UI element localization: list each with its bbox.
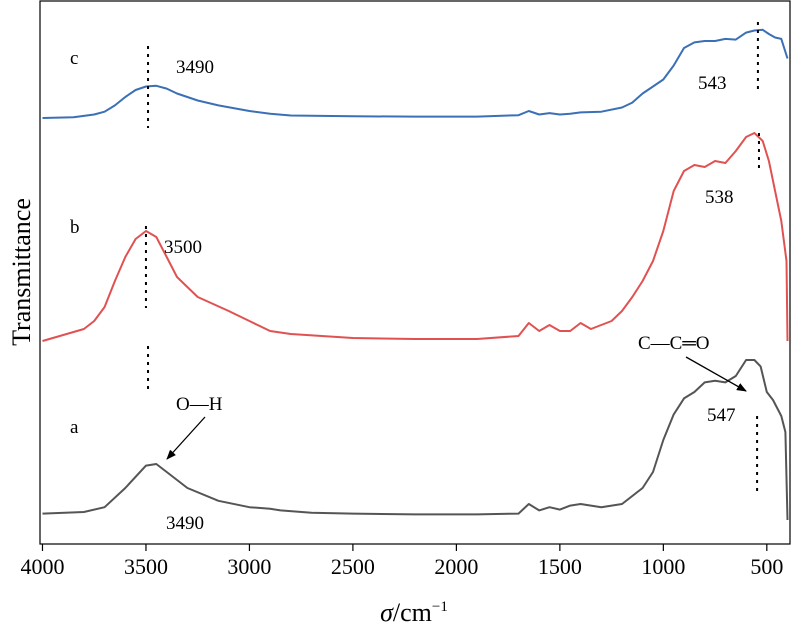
peak-label-a-3490: 3490 — [166, 513, 204, 534]
series-tag-b: b — [70, 217, 80, 238]
series-line-a — [42, 359, 789, 521]
peak-label-b-3500: 3500 — [164, 237, 202, 258]
series-line-c — [42, 28, 789, 119]
peak-label-a-547: 547 — [707, 405, 736, 426]
x-tick-label-4000: 4000 — [20, 554, 64, 579]
x-axis-title: σ/cm−1 — [380, 598, 448, 627]
peak-label-c-543: 543 — [698, 73, 727, 94]
x-tick-label-1000: 1000 — [641, 554, 685, 579]
y-axis-title: Transmittance — [7, 198, 36, 346]
peak-label-c-3490: 3490 — [176, 57, 214, 78]
x-axis-ticks: 4000 3500 3000 2500 2000 1500 1000 500 — [20, 544, 783, 579]
x-tick-label-500: 500 — [750, 554, 783, 579]
series-tag-c: c — [70, 48, 78, 69]
plot-frame — [39, 0, 791, 545]
bond-label-cco: C—C═O — [638, 333, 710, 354]
series-tag-a: a — [70, 417, 79, 438]
arrow-cco — [685, 356, 747, 392]
x-tick-label-3500: 3500 — [124, 554, 168, 579]
x-tick-label-2000: 2000 — [434, 554, 478, 579]
x-tick-label-1500: 1500 — [538, 554, 582, 579]
series-layer — [42, 28, 789, 521]
x-axis-unit: /cm — [393, 598, 432, 627]
x-tick-label-3000: 3000 — [227, 554, 271, 579]
bond-label-oh: O—H — [176, 394, 223, 415]
x-tick-label-2500: 2500 — [331, 554, 375, 579]
peak-marker-layer — [144, 22, 760, 494]
x-axis-symbol: σ — [380, 598, 394, 627]
arrow-oh — [166, 416, 206, 460]
x-axis-exponent: −1 — [432, 599, 448, 615]
series-line-b — [42, 132, 789, 342]
peak-label-b-538: 538 — [705, 187, 734, 208]
